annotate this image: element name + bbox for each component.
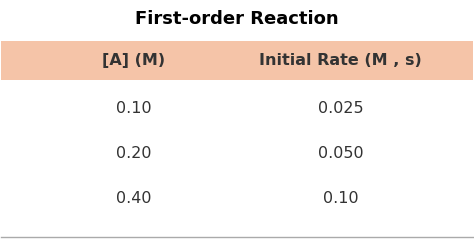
- FancyBboxPatch shape: [1, 41, 473, 80]
- Text: 0.10: 0.10: [116, 100, 151, 116]
- Text: [A] (M): [A] (M): [102, 53, 165, 68]
- Text: 0.10: 0.10: [323, 191, 358, 206]
- Text: 0.20: 0.20: [116, 146, 151, 161]
- Text: 0.40: 0.40: [116, 191, 151, 206]
- Text: Initial Rate (M , s): Initial Rate (M , s): [259, 53, 422, 68]
- Text: First-order Reaction: First-order Reaction: [135, 10, 339, 28]
- Text: 0.050: 0.050: [318, 146, 364, 161]
- Text: 0.025: 0.025: [318, 100, 364, 116]
